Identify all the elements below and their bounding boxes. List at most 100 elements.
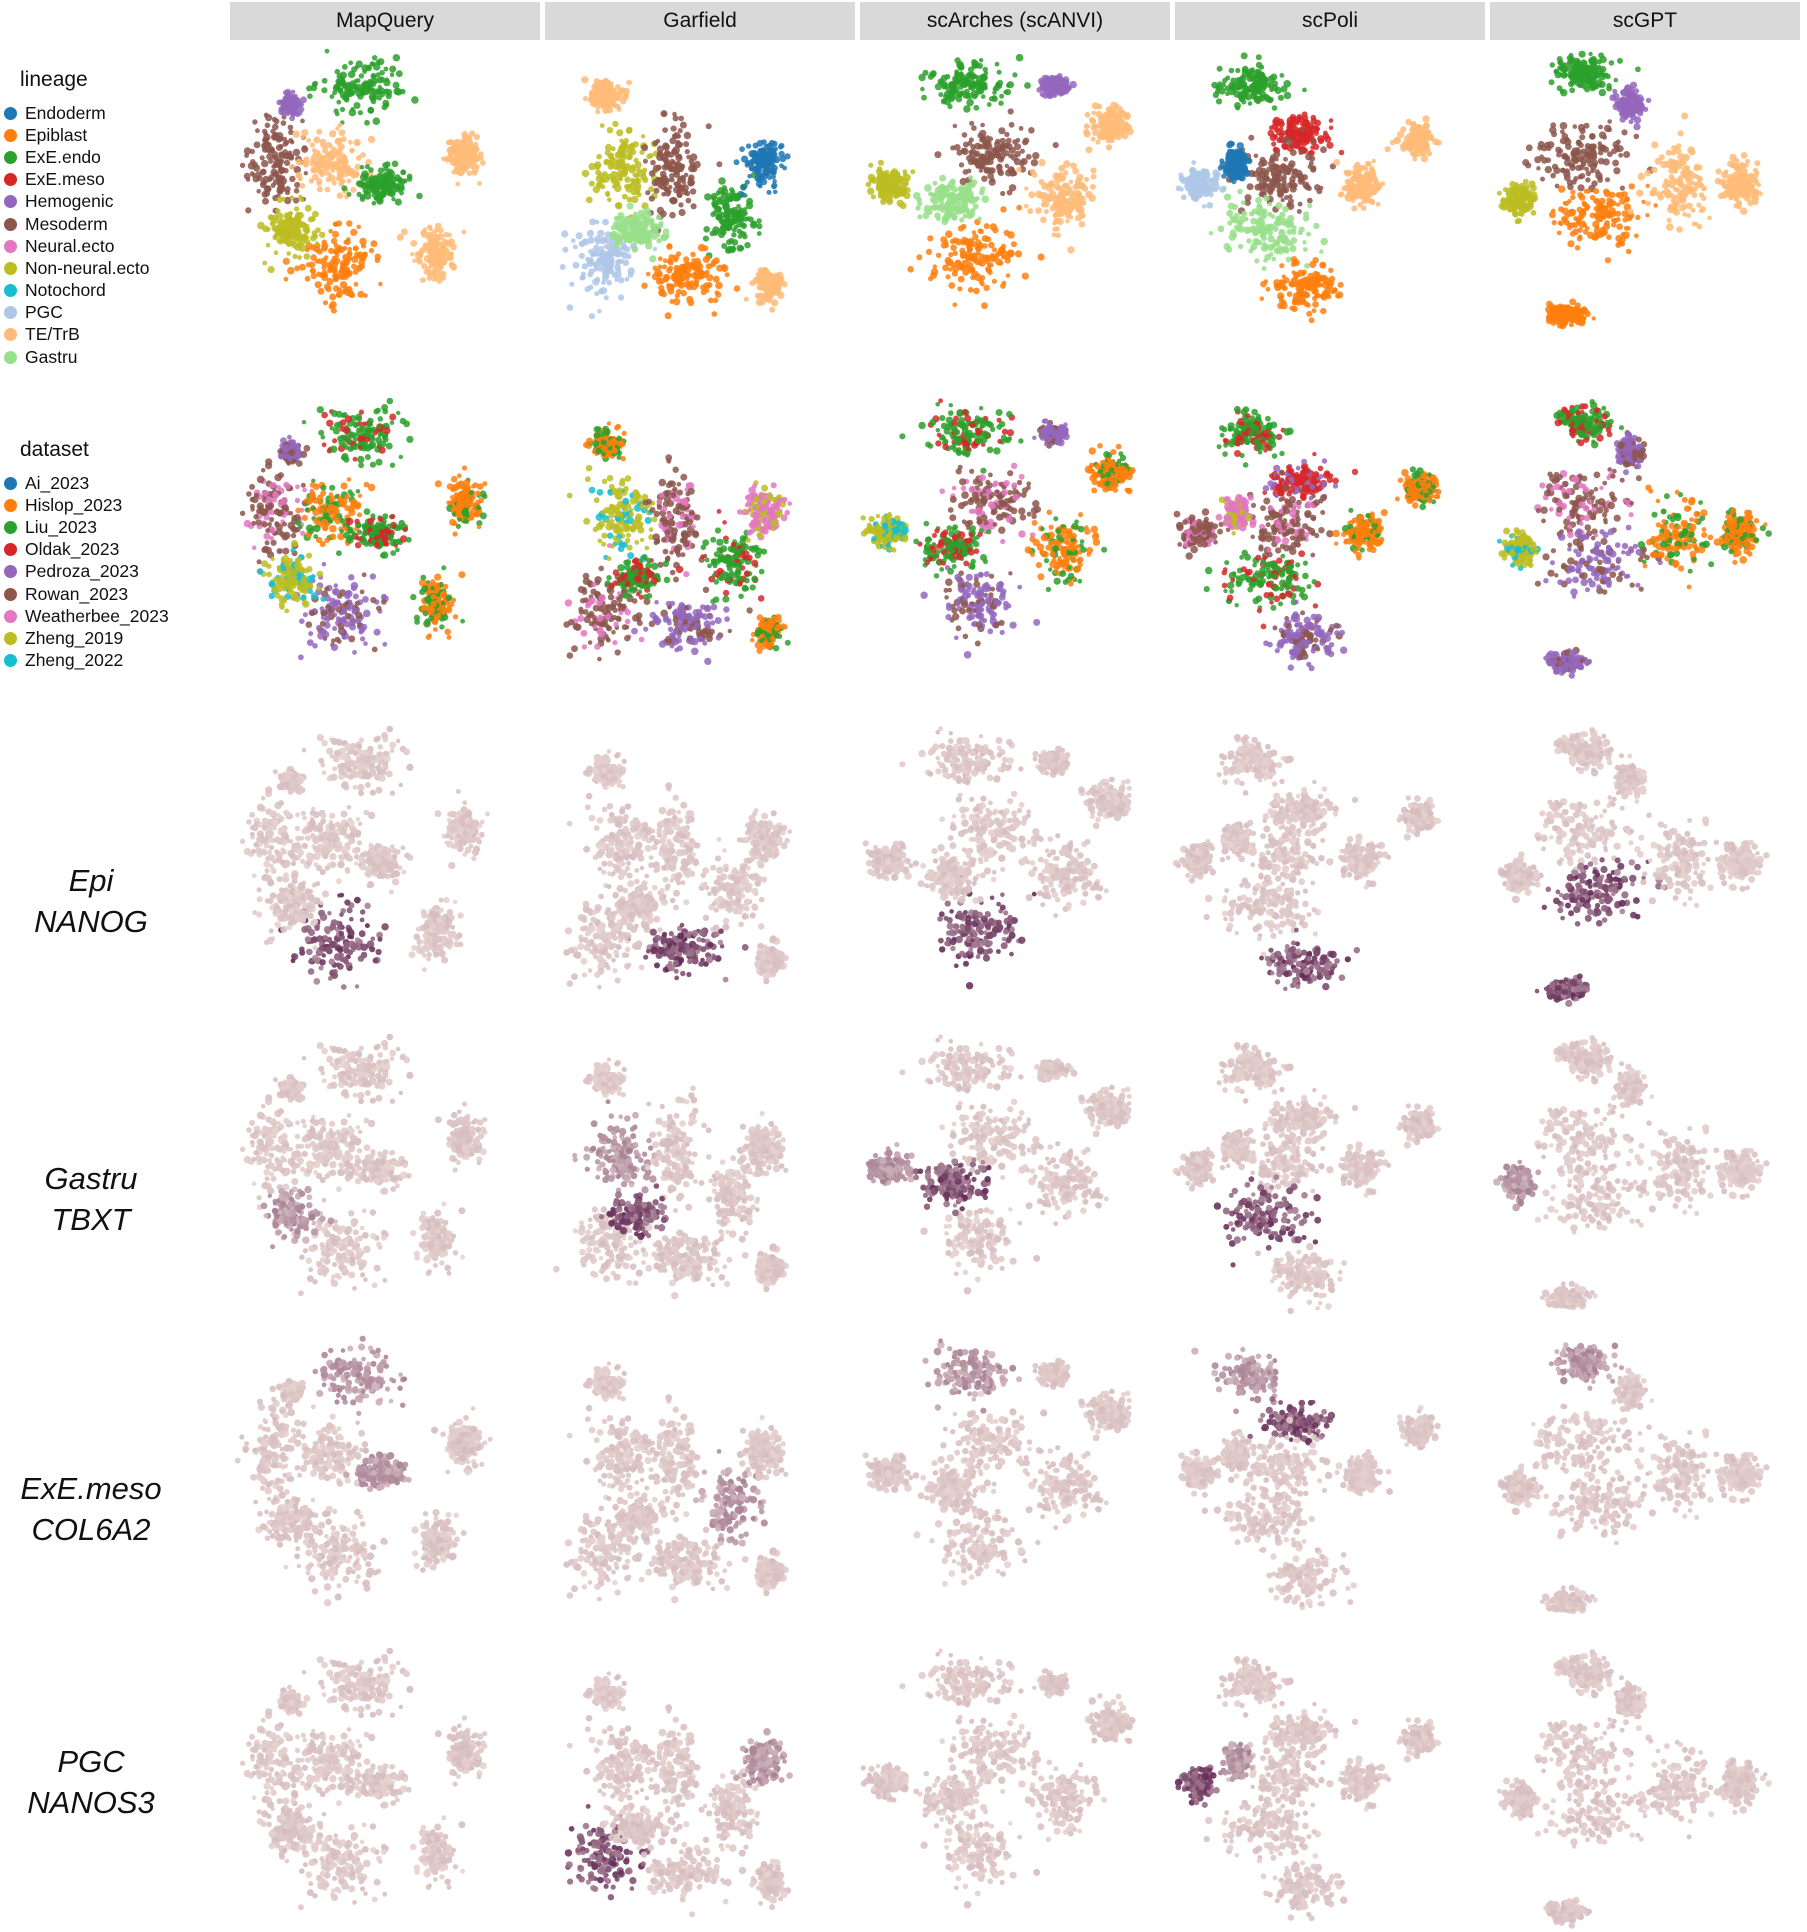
cell-point <box>303 162 309 168</box>
cell-point <box>1243 216 1249 222</box>
cell-point <box>1287 194 1293 200</box>
cell-point <box>280 120 287 126</box>
legend-swatch <box>4 565 17 579</box>
cell-point <box>678 115 684 122</box>
cell-point <box>1355 189 1361 195</box>
cell-point <box>995 81 1001 87</box>
legend-label: Notochord <box>25 280 106 301</box>
cell-point <box>295 158 303 166</box>
cell-point <box>895 188 903 197</box>
cell-point <box>1241 210 1248 217</box>
cell-point <box>949 238 956 245</box>
cell-point <box>581 76 589 84</box>
cell-point <box>736 204 741 209</box>
cell-point <box>378 87 385 94</box>
cell-point <box>369 79 375 86</box>
cell-point <box>652 265 658 271</box>
legend-item-epiblast: Epiblast <box>0 124 150 146</box>
cell-point <box>303 253 311 260</box>
cell-point <box>333 257 341 265</box>
legend-label: Gastru <box>25 347 78 368</box>
cell-point <box>1208 231 1214 236</box>
cell-point <box>314 258 320 264</box>
cell-point <box>938 189 945 196</box>
cell-point <box>1099 121 1105 127</box>
cell-point <box>949 211 956 218</box>
cell-point <box>962 91 969 99</box>
cell-point <box>383 66 389 72</box>
cell-point <box>1255 196 1263 204</box>
cell-point <box>314 281 322 289</box>
legend-item-hemogenic: Hemogenic <box>0 191 150 213</box>
legend-item-mesoderm: Mesoderm <box>0 213 150 235</box>
legend-item-hislop-2023: Hislop_2023 <box>0 494 169 516</box>
cell-point <box>343 97 350 103</box>
cell-point <box>599 123 605 128</box>
cell-point <box>617 212 625 219</box>
cell-point <box>661 178 668 185</box>
cell-point <box>1222 77 1228 84</box>
cell-point <box>736 215 743 221</box>
cell-point <box>1288 121 1295 128</box>
cell-point <box>1423 134 1429 139</box>
cell-point <box>1261 175 1268 181</box>
cell-point <box>766 294 773 301</box>
cell-point <box>661 264 668 270</box>
cell-point <box>982 243 988 249</box>
cell-point <box>971 270 979 278</box>
cell-point <box>986 102 992 107</box>
cell-point <box>316 186 323 193</box>
cell-point <box>1199 186 1206 192</box>
cell-point <box>1267 223 1275 231</box>
cell-point <box>998 100 1004 106</box>
cell-point <box>292 148 301 157</box>
cell-point <box>1291 270 1296 275</box>
cell-point <box>343 239 349 245</box>
cell-point <box>1420 155 1429 163</box>
cell-point <box>1219 158 1225 164</box>
column-header-label: MapQuery <box>336 9 434 33</box>
cell-point <box>966 98 974 107</box>
cell-point <box>1257 210 1264 217</box>
legend-item-te-trb: TE/TrB <box>0 324 150 346</box>
cell-point <box>1289 149 1297 157</box>
cell-point <box>618 277 625 284</box>
cell-point <box>316 271 322 277</box>
cell-point <box>694 282 699 288</box>
cell-point <box>773 146 778 152</box>
cell-point <box>1319 249 1324 254</box>
cell-point <box>322 300 329 306</box>
cell-point <box>681 268 688 275</box>
cell-point <box>707 297 714 304</box>
cell-point <box>966 212 974 220</box>
cell-point <box>979 186 986 192</box>
cell-point <box>304 275 311 282</box>
cell-point <box>974 79 980 85</box>
cell-point <box>244 153 250 159</box>
cell-point <box>1375 201 1381 207</box>
cell-point <box>1024 82 1031 89</box>
cell-point <box>894 181 899 186</box>
cell-point <box>1267 235 1275 243</box>
cell-point <box>1414 127 1420 134</box>
cell-point <box>1074 189 1081 196</box>
cell-point <box>336 99 342 105</box>
cell-point <box>1226 141 1233 149</box>
cell-point <box>448 261 456 269</box>
legend-label: Oldak_2023 <box>25 539 119 560</box>
cell-point <box>644 211 652 219</box>
cell-point <box>611 94 619 102</box>
cell-point <box>335 220 343 227</box>
cell-point <box>1276 170 1283 176</box>
cell-point <box>669 211 676 219</box>
cell-point <box>1304 134 1310 140</box>
cell-point <box>1338 149 1345 156</box>
cell-point <box>1277 118 1284 126</box>
cell-point <box>994 61 1000 67</box>
cell-point <box>339 71 348 80</box>
cell-point <box>1217 225 1225 233</box>
cell-point <box>1270 73 1278 81</box>
cell-point <box>752 166 759 174</box>
cell-point <box>929 70 937 78</box>
cell-point <box>1223 242 1231 251</box>
